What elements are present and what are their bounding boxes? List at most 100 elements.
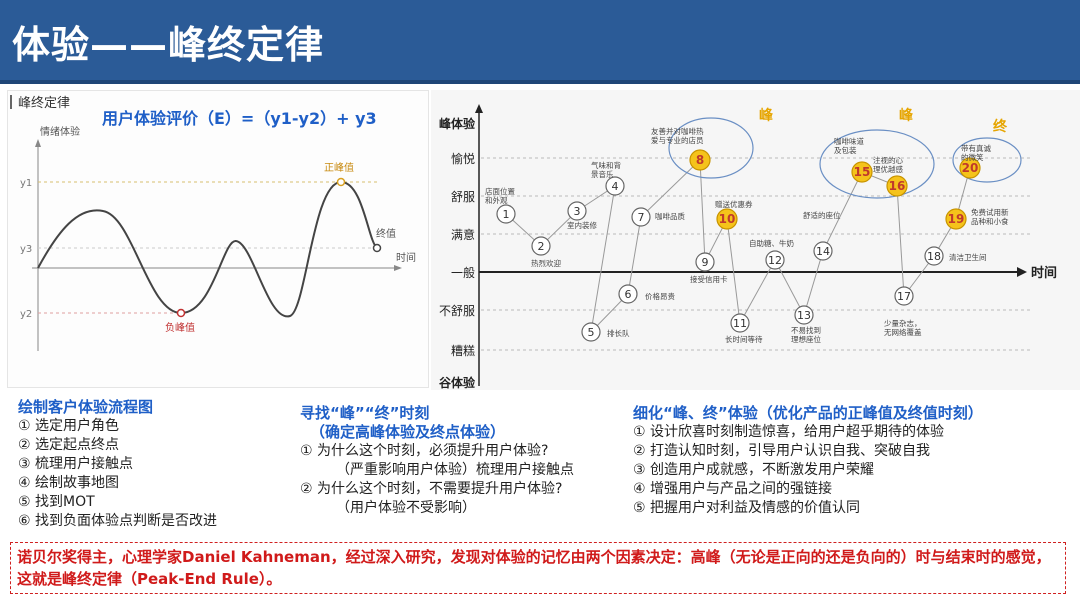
peak-highlight [668,117,754,179]
refine-item: ⑤ 把握用户对利益及情感的价值认同 [633,500,861,516]
y3-label: y3 [20,244,32,255]
peak-end-chart: 峰终定律 情绪体验 时间 y1 y3 y2 正峰值 负峰值 终值 [10,95,416,351]
peak-end-chart-panel: 峰终定律 情绪体验 时间 y1 y3 y2 正峰值 负峰值 终值 [7,90,429,388]
peak-end-rule-note: 诺贝尔奖得主，心理学家Daniel Kahneman，经过深入研究，发现对体验的… [10,542,1066,594]
journey-node-label: 咖啡味道及包装 [834,136,864,155]
journey-path [505,158,971,334]
flowchart-step: ③ 梳理用户接触点 [18,456,134,472]
peak-label: 正峰值 [324,161,354,174]
journey-node [730,313,750,333]
level-label: 满意 [451,227,475,242]
panel-title-marker [10,95,12,109]
journey-node [959,157,981,179]
journey-node [945,208,967,230]
journey-node-label: 热烈欢迎 [531,258,561,268]
refine-item: ① 设计欣喜时刻制造惊喜，给用户超乎期待的体验 [633,424,944,440]
peak-mark: 峰 [899,107,914,124]
refine-experience: 细化“峰、终”体验（优化产品的正峰值及终值时刻） ① 设计欣喜时刻制造惊喜，给用… [633,404,983,518]
finding-question: ① 为什么这个时刻，必须提升用户体验? [300,443,549,459]
y-axis-title: 情绪体验 [40,125,80,138]
level-label: 舒服 [451,190,475,204]
flowchart-steps: 绘制客户体验流程图 ① 选定用户角色 ② 选定起点终点 ③ 梳理用户接触点 ④ … [18,398,217,531]
journey-node-label: 接受信用卡 [690,274,728,284]
refine-item: ④ 增强用户与产品之间的强链接 [633,481,833,497]
journey-node [631,207,651,227]
journey-node-label: 室内装修 [567,220,597,230]
level-label: 不舒服 [439,304,475,318]
finding-heading: 寻找“峰”“终”时刻 [300,404,430,422]
journey-node-number: 20 [962,161,979,175]
journey-node-number: 9 [702,256,709,269]
finding-question: ② 为什么这个时刻，不需要提升用户体验? [300,481,563,497]
journey-node-label: 舒适的座位 [803,210,841,220]
refine-heading: 细化“峰、终”体验（优化产品的正峰值及终值时刻） [633,404,983,422]
experience-curve [37,180,378,318]
journey-node-number: 19 [948,212,965,226]
journey-node [851,161,873,183]
page-title: 体验——峰终定律 [12,23,325,67]
journey-node-label: 长时间等待 [725,334,763,344]
journey-node-number: 6 [625,288,632,301]
journey-node-number: 16 [889,179,906,193]
journey-node [581,322,601,342]
level-label: 峰体验 [439,116,476,131]
x-axis-label: 时间 [396,251,416,264]
journey-node [689,149,711,171]
journey-node-number: 12 [768,254,782,267]
journey-node-number: 7 [638,211,645,224]
journey-node-label: 排长队 [607,328,630,338]
journey-node-number: 2 [538,240,545,253]
journey-node [496,204,516,224]
journey-node [716,208,738,230]
y1-label: y1 [20,178,32,189]
journey-node [618,284,638,304]
header-bar [0,0,1080,84]
journey-node [695,252,715,272]
journey-map-panel: 峰体验 愉悦 舒服 满意 一般 不舒服 糟糕 谷体验 时间 峰 峰终 1 店面位置和外观 2 热烈欢迎 3 室内… [431,90,1080,390]
level-label: 愉悦 [451,151,475,166]
trough-label: 负峰值 [165,321,195,334]
x-axis-arrow [394,265,402,271]
journey-node-number: 14 [816,245,830,258]
refine-item: ③ 创造用户成就感，不断激发用户荣耀 [633,462,874,478]
level-label: 一般 [451,265,475,280]
journey-node-label: 气味和背景音乐 [591,160,621,179]
journey-node-label: 免费试用新品种和小食 [971,207,1009,226]
peak-highlight [819,129,935,199]
journey-node [794,305,814,325]
journey-node [765,250,785,270]
journey-x-label: 时间 [1031,265,1057,281]
journey-node [531,236,551,256]
finding-question-note: （严重影响用户体验）梳理用户接触点 [336,462,574,478]
finding-subheading: （确定高峰体验及终点体验） [310,423,506,441]
journey-node-number: 3 [574,205,581,218]
journey-node-number: 17 [897,290,911,303]
journey-node-label: 友善并对咖啡热爱与专业的店员 [651,126,704,145]
journey-node [813,241,833,261]
journey-node [924,246,944,266]
journey-node [886,175,908,197]
peak-end-finding: 寻找“峰”“终”时刻 （确定高峰体验及终点体验） ① 为什么这个时刻，必须提升用… [300,404,574,518]
journey-node-label: 咖啡品质 [655,211,685,221]
journey-node-label: 带有真诚的微笑 [961,143,991,162]
flowchart-step: ② 选定起点终点 [18,437,120,453]
journey-node-number: 10 [719,212,736,226]
y-axis-arrow [35,139,41,147]
journey-node-label: 不易找到理想座位 [791,325,821,344]
level-label: 糟糕 [451,343,475,358]
level-label: 谷体验 [439,375,476,390]
end-highlight [952,137,1022,183]
end-label: 终值 [376,227,396,240]
y2-label: y2 [20,309,32,320]
journey-node-label: 店面位置和外观 [485,186,515,205]
journey-node-number: 18 [927,250,941,263]
journey-node [605,176,625,196]
journey-x-arrow [1017,267,1027,277]
journey-node-label: 自助糖、牛奶 [749,238,794,248]
header-divider [0,80,1080,84]
flowchart-step: ⑥ 找到负面体验点判断是否改进 [18,513,218,529]
end-point [372,243,382,253]
panel-title: 峰终定律 [18,95,70,111]
trough-point [176,308,186,318]
